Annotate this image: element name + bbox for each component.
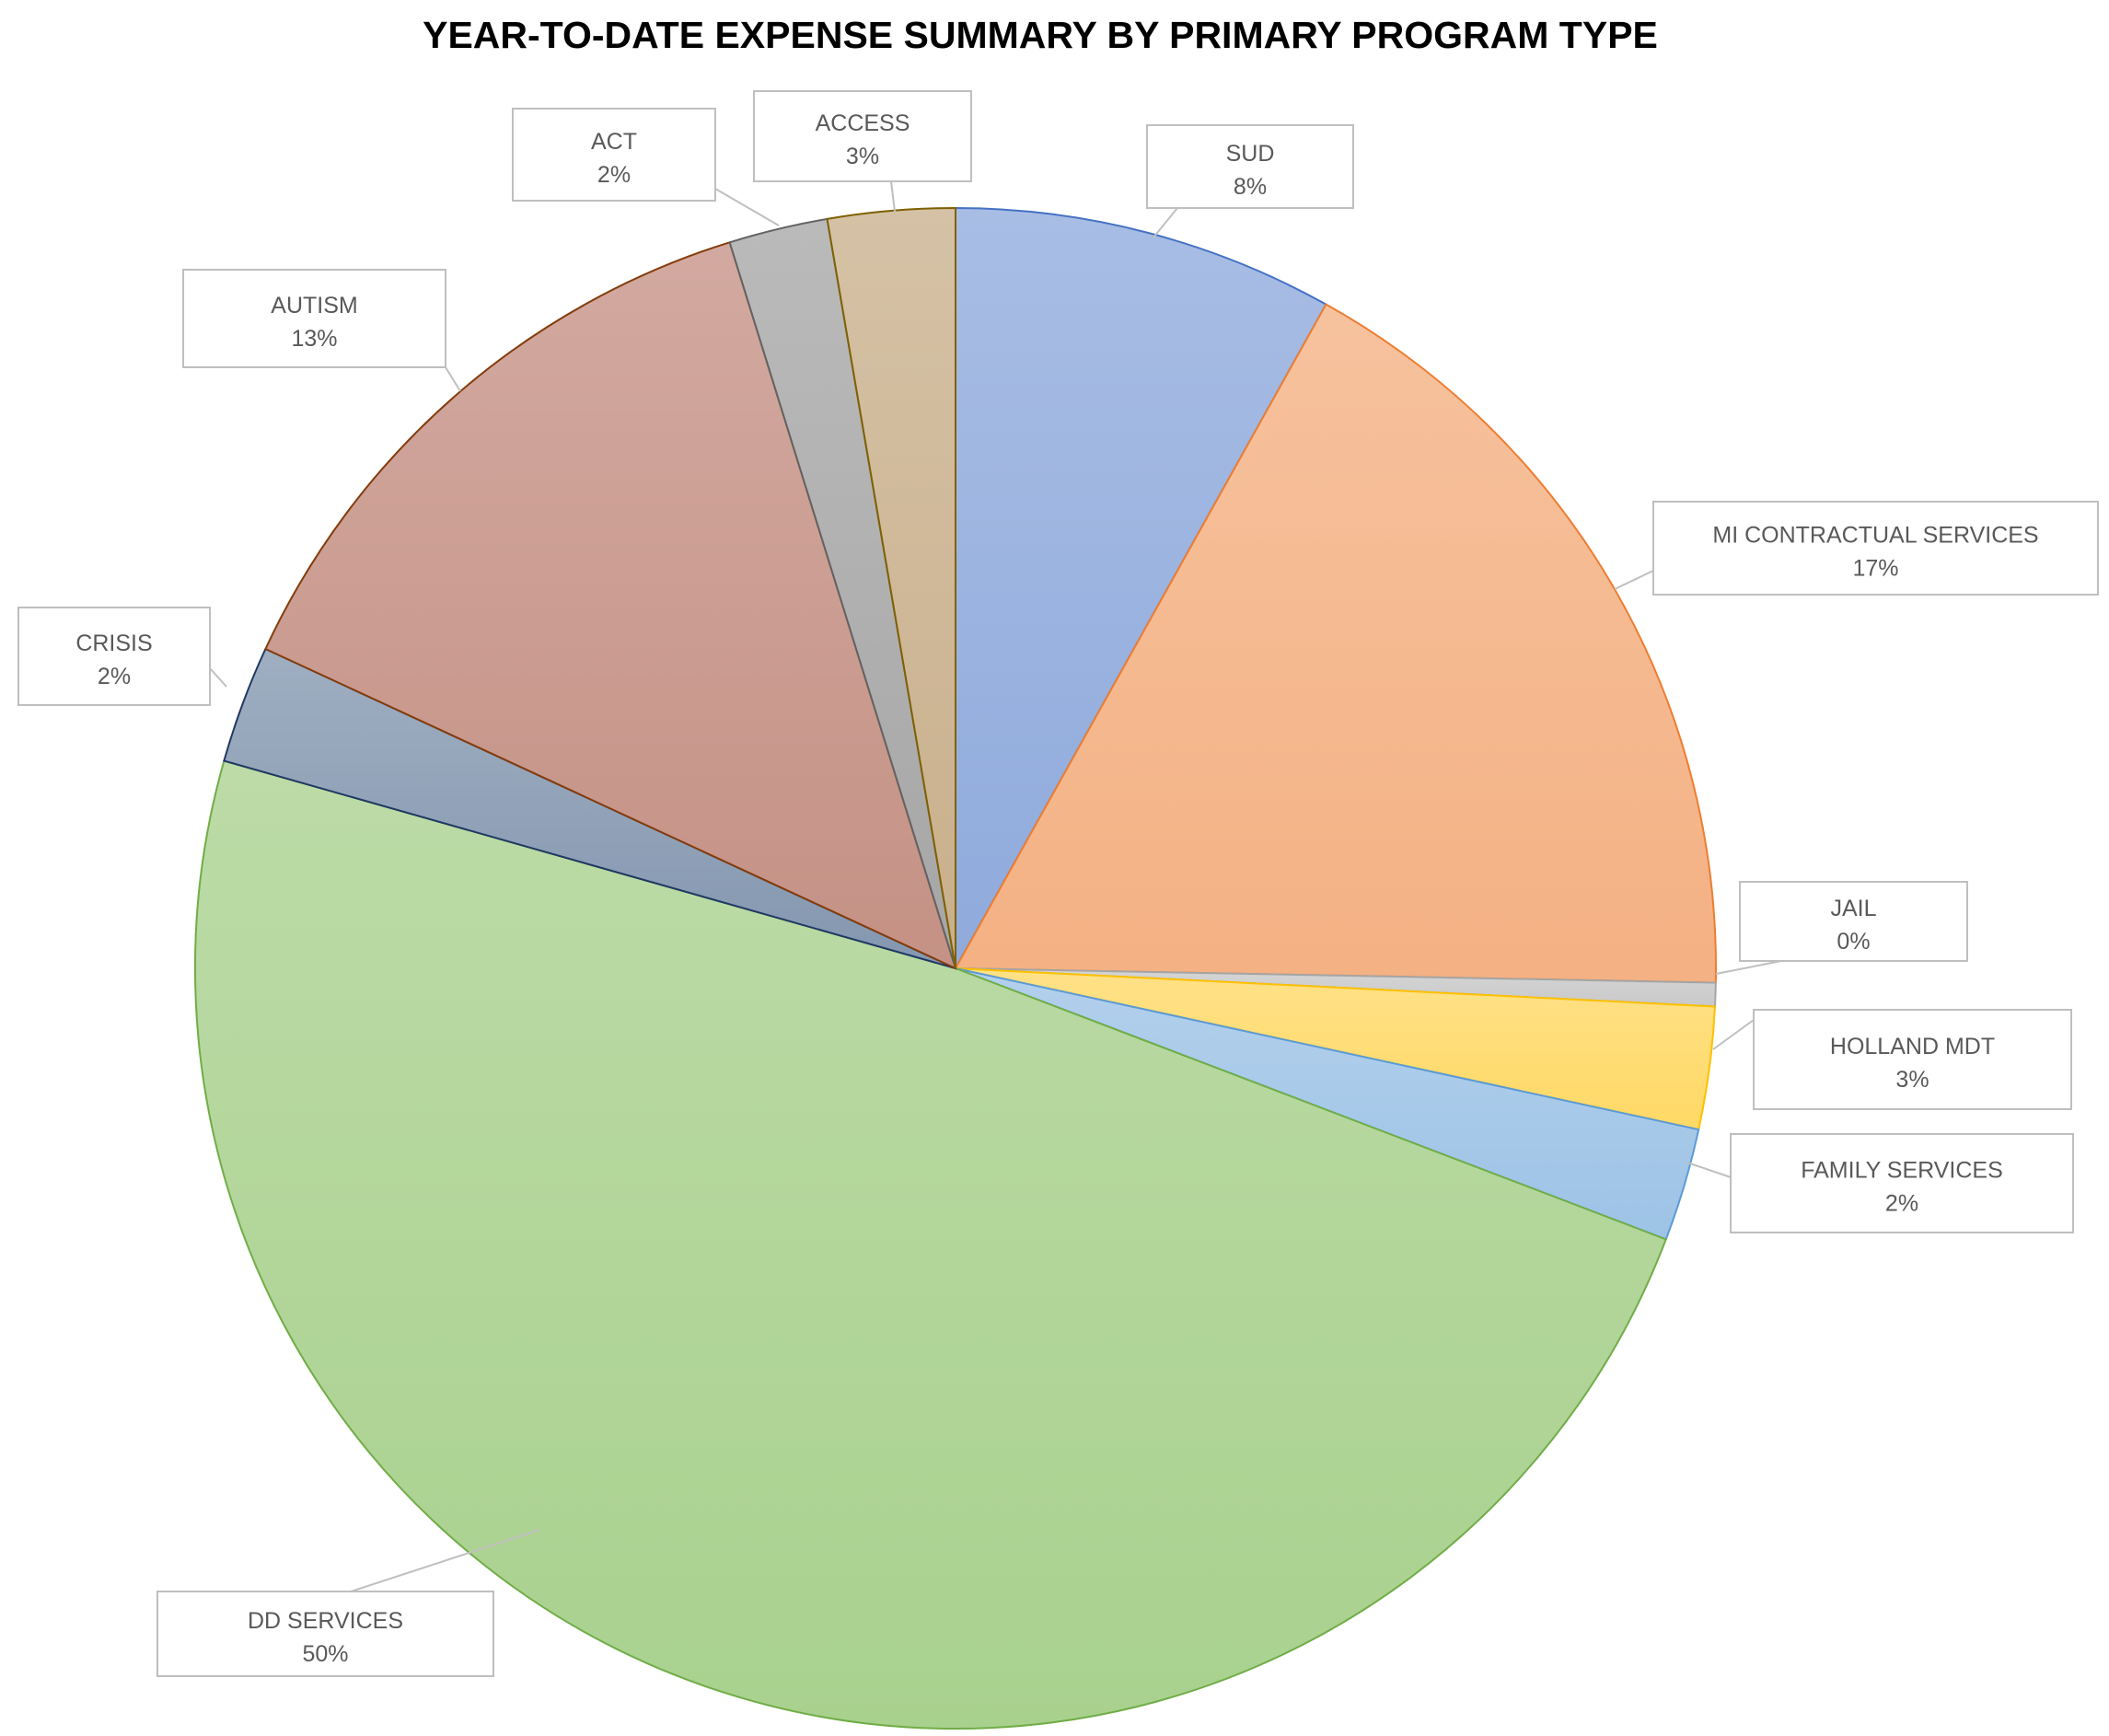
leader-line-mi-contractual-services bbox=[1614, 570, 1654, 590]
pie-slice-sud bbox=[955, 206, 1327, 972]
data-label-category: ACCESS bbox=[816, 110, 910, 136]
data-label-percent: 0% bbox=[1837, 929, 1870, 955]
data-label-box bbox=[182, 269, 446, 368]
leader-line-autism bbox=[445, 366, 461, 392]
data-label-box bbox=[1739, 881, 1968, 962]
data-label-box bbox=[512, 108, 716, 202]
data-label-category: HOLLAND MDT bbox=[1830, 1034, 1995, 1059]
data-label-jail: JAIL 0% bbox=[1739, 881, 1968, 962]
data-label-percent: 2% bbox=[98, 664, 131, 689]
leader-line-holland-mdt bbox=[1712, 1019, 1755, 1050]
chart-title: YEAR-TO-DATE EXPENSE SUMMARY BY PRIMARY … bbox=[423, 14, 1658, 56]
data-label-box bbox=[1753, 1009, 2072, 1110]
data-label-percent: 8% bbox=[1234, 174, 1267, 200]
data-label-box bbox=[1652, 501, 2099, 596]
data-label-percent: 13% bbox=[291, 326, 337, 352]
data-label-percent: 2% bbox=[1885, 1191, 1918, 1217]
data-label-percent: 3% bbox=[846, 144, 879, 169]
pie-slice-mi-contractual-services bbox=[954, 303, 1717, 984]
data-label-box bbox=[156, 1591, 494, 1677]
data-label-autism: AUTISM 13% bbox=[182, 269, 446, 368]
pie-slice-dd-services bbox=[194, 759, 1668, 1730]
data-label-dd-services: DD SERVICES 50% bbox=[156, 1591, 494, 1677]
data-label-family-services: FAMILY SERVICES 2% bbox=[1730, 1133, 2074, 1233]
data-label-percent: 17% bbox=[1852, 556, 1898, 582]
data-label-act: ACT 2% bbox=[512, 108, 716, 202]
data-label-percent: 2% bbox=[597, 162, 631, 188]
data-label-box bbox=[753, 90, 972, 182]
data-label-sud: SUD 8% bbox=[1146, 124, 1354, 209]
data-label-access: ACCESS 3% bbox=[753, 90, 972, 182]
data-label-category: SUD bbox=[1226, 141, 1275, 167]
data-label-crisis: CRISIS 2% bbox=[17, 607, 211, 706]
data-label-category: FAMILY SERVICES bbox=[1801, 1158, 2003, 1184]
data-label-category: AUTISM bbox=[271, 293, 357, 318]
data-label-category: ACT bbox=[591, 129, 637, 155]
pie-slice-access bbox=[826, 206, 956, 969]
data-label-category: CRISIS bbox=[75, 631, 152, 656]
leader-line-crisis bbox=[209, 667, 227, 688]
data-label-percent: 3% bbox=[1895, 1067, 1929, 1093]
data-label-box bbox=[1730, 1133, 2074, 1233]
leader-line-sud bbox=[1153, 207, 1178, 238]
leader-line-dd-services bbox=[350, 1529, 540, 1592]
leader-line-act bbox=[714, 188, 780, 226]
pie-slices bbox=[194, 206, 1717, 1730]
data-label-category: JAIL bbox=[1830, 896, 1876, 921]
leader-line-family-services bbox=[1686, 1162, 1732, 1178]
data-label-mi-contractual-services: MI CONTRACTUAL SERVICES 17% bbox=[1652, 501, 2099, 596]
data-label-category: DD SERVICES bbox=[248, 1608, 403, 1634]
label-leader-lines bbox=[209, 180, 1782, 1592]
data-label-category: MI CONTRACTUAL SERVICES bbox=[1712, 523, 2038, 549]
data-label-percent: 50% bbox=[302, 1641, 348, 1667]
leader-line-access bbox=[890, 180, 896, 213]
pie-slice-autism bbox=[264, 241, 957, 970]
data-label-box bbox=[17, 607, 211, 706]
data-labels: SUD 8% MI CONTRACTUAL SERVICES 17% JAIL 0% HOL… bbox=[17, 90, 2099, 1677]
data-label-box bbox=[1146, 124, 1354, 209]
data-label-holland-mdt: HOLLAND MDT 3% bbox=[1753, 1009, 2072, 1110]
leader-line-jail bbox=[1715, 960, 1782, 975]
